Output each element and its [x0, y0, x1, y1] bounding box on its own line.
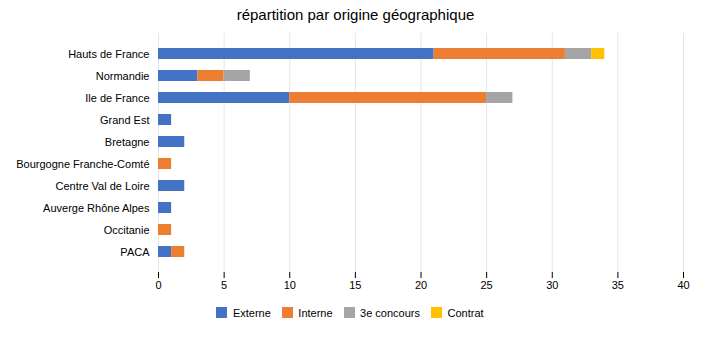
svg-text:20: 20	[415, 279, 427, 291]
svg-text:5: 5	[221, 279, 227, 291]
html-text:Contrat: Contrat	[447, 306, 484, 319]
svg-text:Bourgogne Franche-Comté: Bourgogne Franche-Comté	[16, 158, 149, 170]
svg-text:30: 30	[546, 279, 558, 291]
svg-text:25: 25	[481, 279, 493, 291]
svg-text:15: 15	[349, 279, 361, 291]
svg-text:40: 40	[677, 279, 689, 291]
html-text:Externe: Externe	[232, 306, 271, 319]
svg-text:Normandie: Normandie	[96, 70, 150, 82]
svg-text:0: 0	[155, 279, 161, 291]
svg-text:Centre Val de Loire: Centre Val de Loire	[56, 180, 150, 192]
svg-text:Ile de France: Ile de France	[85, 92, 149, 104]
svg-text:Hauts de France: Hauts de France	[68, 48, 149, 60]
html-text:Interne: Interne	[298, 306, 333, 319]
svg-text:PACA: PACA	[120, 246, 150, 258]
svg-text:Occitanie: Occitanie	[104, 224, 150, 236]
svg-text:10: 10	[284, 279, 296, 291]
svg-text:Bretagne: Bretagne	[105, 136, 150, 148]
html-text:3e concours: 3e concours	[360, 306, 420, 319]
html-text:répartition par origine géogra: répartition par origine géographique	[236, 6, 475, 23]
svg-text:35: 35	[612, 279, 624, 291]
svg-text:Auverge Rhône Alpes: Auverge Rhône Alpes	[43, 202, 150, 214]
svg-text:Grand Est: Grand Est	[100, 114, 150, 126]
